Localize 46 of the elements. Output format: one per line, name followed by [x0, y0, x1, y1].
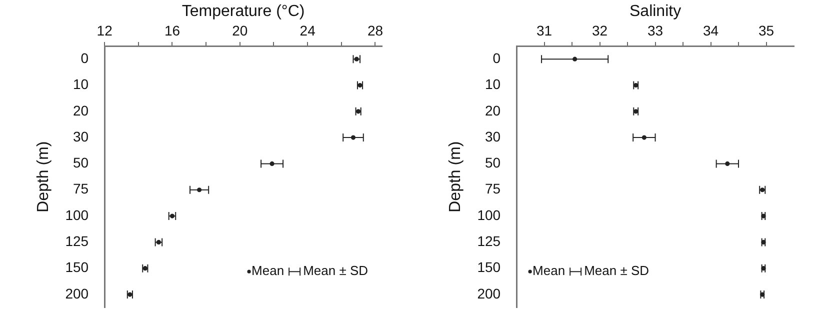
x-tick-label: 12: [96, 22, 113, 38]
y-tick-label: 75: [484, 180, 501, 197]
y-tick-label: 75: [72, 180, 89, 197]
y-tick-label: 20: [72, 102, 89, 118]
x-tick-label: 24: [300, 22, 316, 38]
point: [642, 135, 646, 140]
y-tick-label: 50: [484, 154, 501, 171]
x-tick-label: 31: [536, 22, 552, 38]
y-tick-label: 200: [65, 285, 89, 302]
legend-label: Mean: [532, 263, 566, 278]
legend-label: Mean: [252, 263, 284, 278]
y-axis-title: Depth (m): [35, 141, 52, 212]
y-tick-label: 0: [80, 50, 89, 66]
point: [572, 56, 578, 62]
point: [761, 266, 766, 271]
point: [634, 109, 638, 114]
y-tick-label: 10: [72, 76, 89, 92]
y-tick-label: 150: [477, 259, 501, 276]
point: [760, 292, 765, 297]
y-tick-label: 200: [477, 285, 501, 302]
y-tick-label: 0: [492, 50, 501, 66]
point: [761, 214, 766, 218]
y-tick-label: 10: [484, 76, 501, 92]
y-tick-label: 30: [72, 128, 89, 144]
x-axis-title: Temperature (°C): [182, 3, 305, 20]
x-tick-label: 35: [758, 22, 774, 38]
x-tick-label: 28: [367, 22, 384, 38]
y-tick-label: 100: [477, 206, 501, 223]
y-tick-label: 50: [72, 154, 89, 171]
x-tick-label: 20: [232, 22, 248, 38]
y-tick-label: 150: [65, 259, 89, 276]
point: [761, 240, 766, 244]
x-tick-label: 32: [592, 22, 608, 38]
y-tick-label: 125: [477, 233, 501, 250]
y-tick-label: 100: [65, 206, 89, 223]
y-tick-label: 20: [484, 102, 501, 118]
point: [725, 161, 730, 166]
annotation: Mean ± SD: [584, 263, 650, 278]
y-axis-title: Depth (m): [447, 141, 464, 212]
x-tick-label: 16: [164, 22, 180, 38]
annotation: Mean ± SD: [303, 263, 368, 278]
y-tick-label: 125: [65, 233, 89, 250]
x-tick-label: 34: [702, 22, 719, 38]
x-tick-label: 33: [647, 22, 664, 38]
y-tick-label: 30: [484, 128, 501, 144]
x-axis-title: Salinity: [629, 3, 682, 20]
